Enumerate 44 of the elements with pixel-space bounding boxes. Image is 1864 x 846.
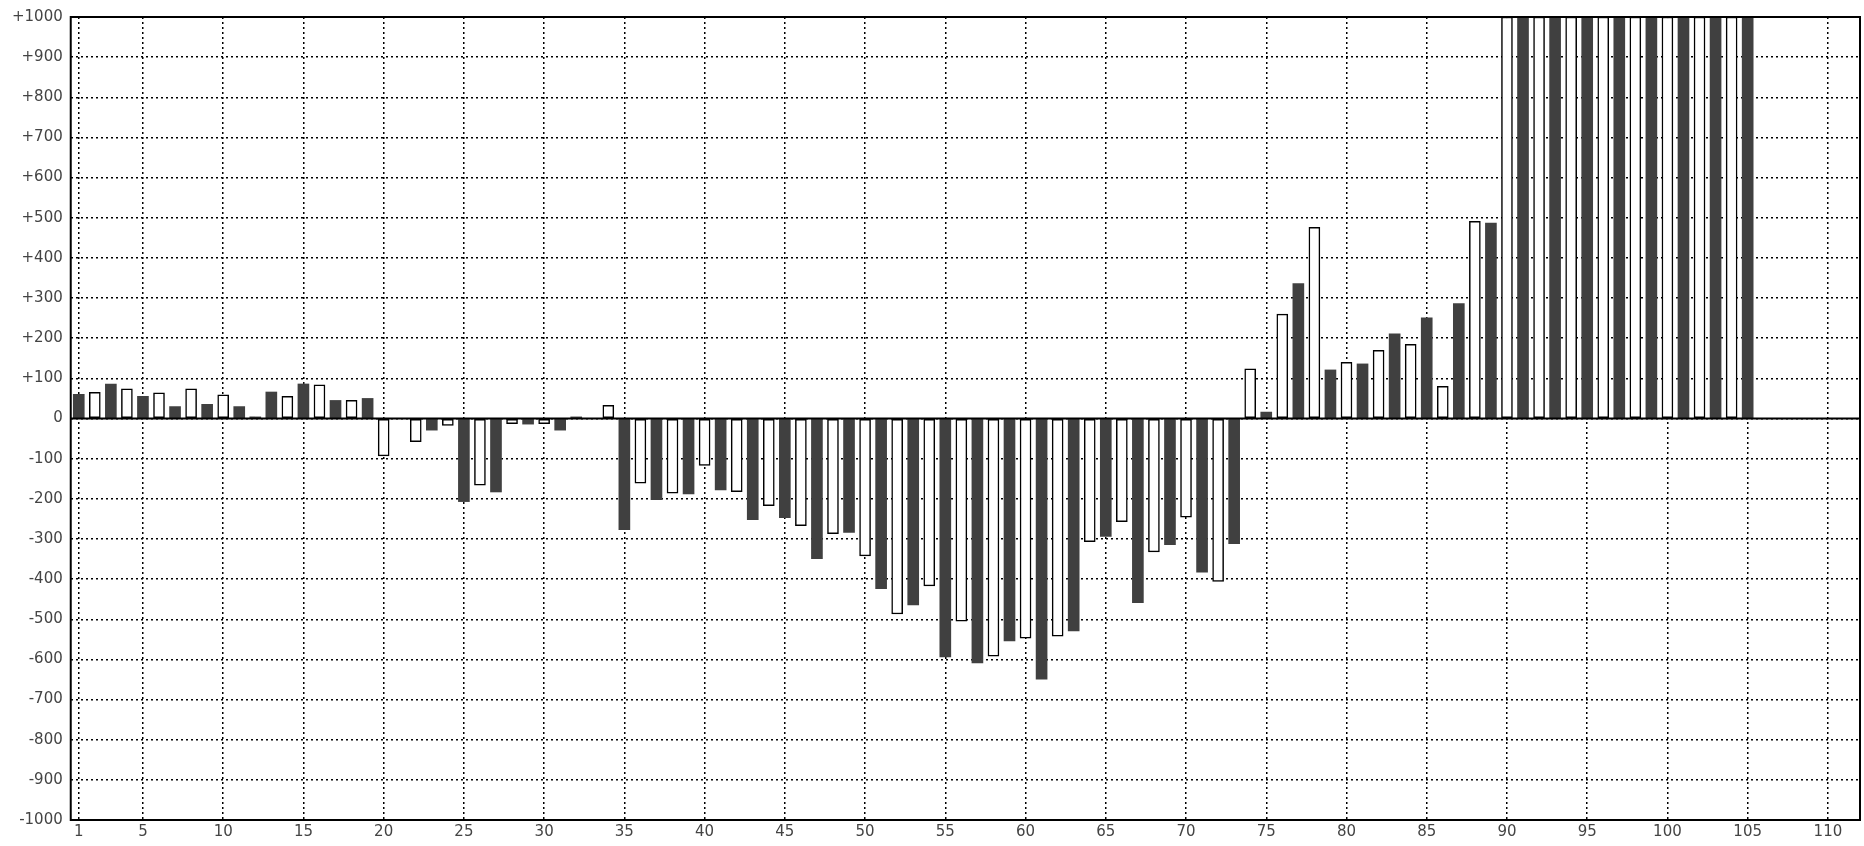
x-tick-label: 100 <box>1653 821 1682 840</box>
y-tick-label: -100 <box>28 448 63 467</box>
x-tick-label: 20 <box>374 821 394 840</box>
y-tick-label: -500 <box>28 609 63 628</box>
x-tick-label: 105 <box>1733 821 1762 840</box>
y-tick-label: -1000 <box>19 809 63 828</box>
x-tick-label: 95 <box>1577 821 1597 840</box>
y-tick-label: -800 <box>28 729 63 748</box>
x-tick-label: 30 <box>534 821 554 840</box>
x-tick-label: 70 <box>1176 821 1196 840</box>
x-tick-label: 25 <box>454 821 474 840</box>
y-tick-label: +400 <box>21 247 63 266</box>
x-tick-label: 1 <box>73 821 84 840</box>
x-tick-label: 90 <box>1497 821 1517 840</box>
x-tick-label: 75 <box>1256 821 1276 840</box>
y-tick-label: +100 <box>21 368 63 387</box>
y-tick-label: +800 <box>21 87 63 106</box>
y-tick-label: 0 <box>53 408 63 427</box>
x-tick-label: 50 <box>855 821 875 840</box>
x-tick-label: 35 <box>614 821 634 840</box>
y-tick-label: +300 <box>21 287 63 306</box>
x-tick-label: 15 <box>293 821 313 840</box>
x-tick-label: 40 <box>695 821 715 840</box>
x-tick-label: 110 <box>1813 821 1843 840</box>
y-tick-label: +600 <box>21 167 63 186</box>
y-tick-label: -900 <box>28 769 63 788</box>
y-tick-label: -400 <box>28 568 63 587</box>
x-tick-label: 65 <box>1096 821 1116 840</box>
y-tick-label: +700 <box>21 127 63 146</box>
x-tick-label: 80 <box>1336 821 1357 840</box>
x-tick-label: 10 <box>213 821 233 840</box>
x-tick-label: 45 <box>775 821 795 840</box>
y-tick-label: -200 <box>28 488 63 507</box>
y-tick-label: +200 <box>21 328 63 347</box>
y-tick-label: +1000 <box>11 6 63 25</box>
y-tick-label: +500 <box>21 207 63 226</box>
x-tick-label: 5 <box>138 821 148 840</box>
y-tick-label: -600 <box>28 649 63 668</box>
y-tick-label: -300 <box>28 528 63 547</box>
y-tick-label: -700 <box>28 689 63 708</box>
x-tick-label: 85 <box>1417 821 1437 840</box>
y-tick-label: +900 <box>21 47 63 66</box>
x-tick-label: 60 <box>1016 821 1036 840</box>
x-tick-label: 55 <box>935 821 955 840</box>
